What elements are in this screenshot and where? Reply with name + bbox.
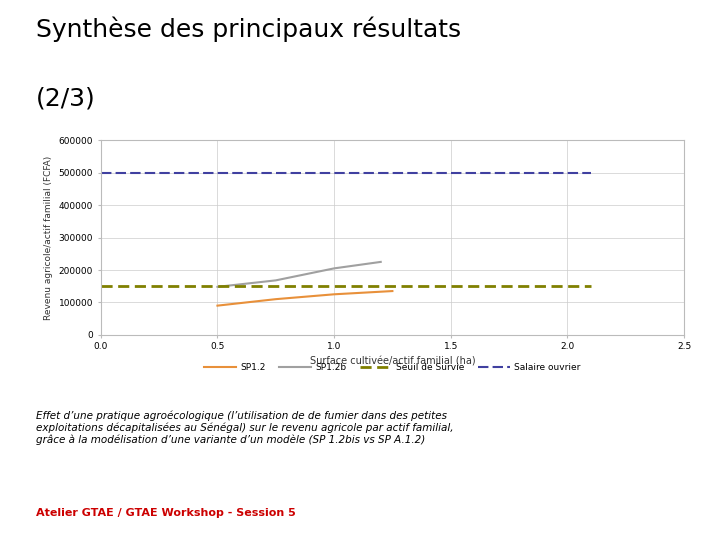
Text: Synthèse des principaux résultats: Synthèse des principaux résultats (36, 16, 461, 42)
X-axis label: Surface cultivée/actif familial (ha): Surface cultivée/actif familial (ha) (310, 357, 475, 367)
Text: (2/3): (2/3) (36, 86, 96, 110)
Text: Atelier GTAE / GTAE Workshop - Session 5: Atelier GTAE / GTAE Workshop - Session 5 (36, 508, 296, 518)
Y-axis label: Revenu agricole/actif familial (FCFA): Revenu agricole/actif familial (FCFA) (44, 156, 53, 320)
Text: Effet d’une pratique agroécologique (l’utilisation de de fumier dans des petites: Effet d’une pratique agroécologique (l’u… (36, 410, 454, 445)
Legend: SP1.2, SP1.2b, Seuil de Survie, Salaire ouvrier: SP1.2, SP1.2b, Seuil de Survie, Salaire … (201, 359, 584, 375)
